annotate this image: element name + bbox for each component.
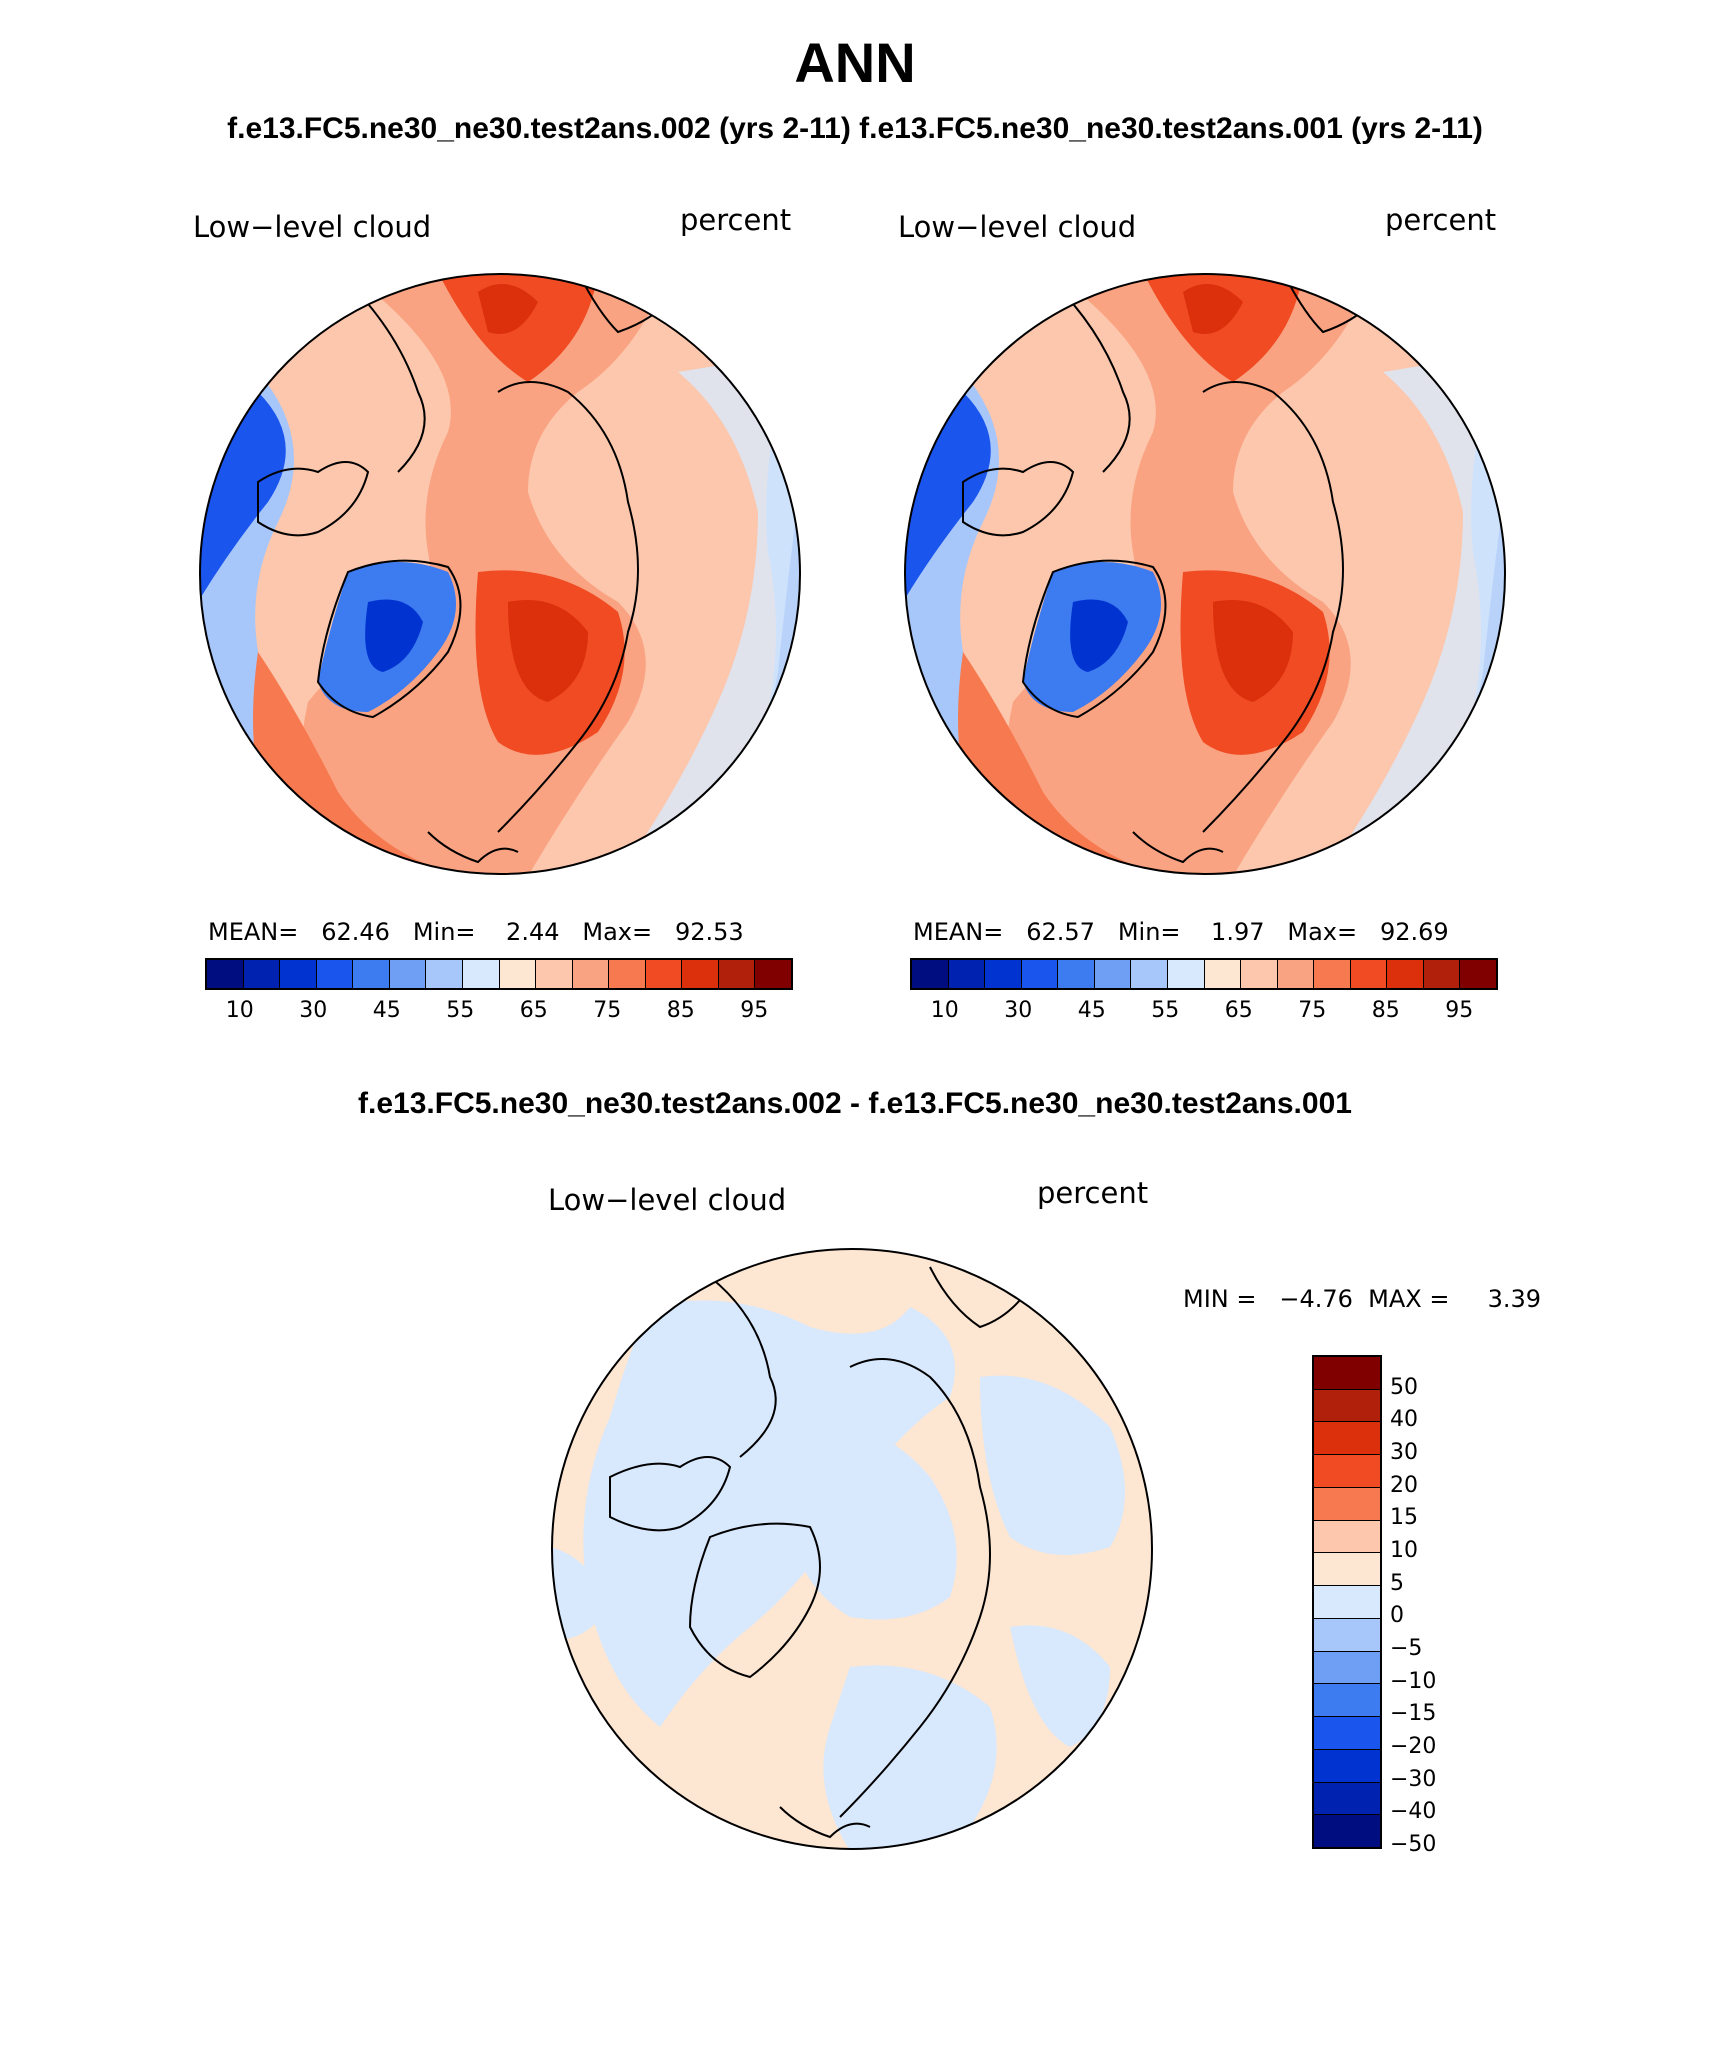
difference-colorbar-tick-label: 5 (1390, 1570, 1404, 1596)
panel1-colorbar-swatch (462, 960, 500, 988)
panel1-polar-map (199, 273, 801, 875)
panel2-colorbar-tick-label: 55 (1151, 998, 1180, 1023)
panel2-units-label: percent (1385, 203, 1497, 237)
difference-colorbar-tick-label: −20 (1390, 1734, 1437, 1759)
difference-colorbar-swatch (1314, 1586, 1380, 1619)
panel1-colorbar-swatch (280, 960, 317, 988)
difference-colorbar-swatch (1314, 1651, 1380, 1685)
difference-colorbar-swatch (1314, 1357, 1380, 1390)
panel1-colorbar-swatch (389, 960, 427, 988)
panel2-colorbar-swatch (1314, 960, 1351, 988)
difference-colorbar-swatch (1314, 1815, 1380, 1848)
panel2-colorbar-swatch (1460, 960, 1496, 988)
panel2-colorbar-swatch (1021, 960, 1059, 988)
panel2-colorbar-tick-label: 95 (1445, 998, 1474, 1023)
panel2-colorbar-tick-label: 65 (1224, 998, 1253, 1023)
panel2-colorbar-swatch (1241, 960, 1278, 988)
figure-subtitle-cases: f.e13.FC5.ne30_ne30.test2ans.002 (yrs 2-… (227, 112, 1483, 145)
panel1-colorbar-swatch (316, 960, 354, 988)
difference-colorbar-swatch (1314, 1520, 1380, 1554)
panel1-variable-label: Low−level cloud (193, 210, 432, 244)
panel2-colorbar-swatch (1387, 960, 1424, 988)
difference-colorbar-swatch (1314, 1749, 1380, 1783)
difference-colorbar-tick-label: 10 (1390, 1538, 1418, 1563)
panel1-colorbar-swatch (536, 960, 573, 988)
panel2-colorbar-swatch (1277, 960, 1315, 988)
difference-colorbar-swatch (1314, 1684, 1380, 1718)
panel1-units-label: percent (680, 203, 792, 237)
panel1-colorbar-tick-label: 75 (593, 998, 622, 1023)
difference-colorbar-swatch (1314, 1782, 1380, 1816)
panel1-colorbar-swatch (353, 960, 390, 988)
difference-colorbar (1312, 1355, 1382, 1849)
panel2-colorbar (910, 958, 1498, 990)
difference-colorbar-tick-label: 15 (1390, 1505, 1418, 1531)
panel1-colorbar-tick-label: 10 (225, 998, 254, 1023)
panel1-colorbar (205, 958, 793, 990)
difference-colorbar-swatch (1314, 1618, 1380, 1652)
difference-colorbar-ticks: 50 40 30 20 15 10 5 0 −5 −10 −15 −20 −30 −40 −50 (1390, 1355, 1480, 1857)
panel2-polar-map (904, 273, 1506, 875)
difference-colorbar-swatch (1314, 1717, 1380, 1750)
panel2-colorbar-swatch (1131, 960, 1168, 988)
panel2-colorbar-swatch (948, 960, 986, 988)
difference-colorbar-tick-label: −10 (1390, 1668, 1437, 1694)
panel1-colorbar-swatch (755, 960, 791, 988)
panel1-colorbar-tick-label: 95 (740, 998, 769, 1023)
difference-colorbar-swatch (1314, 1553, 1380, 1587)
panel1-colorbar-ticks: 10 30 45 55 65 75 85 95 (205, 998, 793, 1028)
panel1-colorbar-tick-label: 85 (666, 998, 695, 1023)
panel1-colorbar-swatch (207, 960, 244, 988)
panel2-colorbar-swatch (1094, 960, 1132, 988)
panel1-colorbar-swatch (609, 960, 646, 988)
panel1-colorbar-swatch (426, 960, 463, 988)
panel1-colorbar-swatch (499, 960, 537, 988)
panel3-variable-label: Low−level cloud (548, 1183, 787, 1217)
panel2-colorbar-swatch (1204, 960, 1242, 988)
panel2-colorbar-swatch (985, 960, 1022, 988)
panel2-colorbar-tick-label: 10 (930, 998, 959, 1023)
panel2-colorbar-swatch (912, 960, 949, 988)
difference-colorbar-tick-label: 50 (1390, 1374, 1418, 1400)
difference-colorbar-swatch (1314, 1487, 1380, 1521)
difference-colorbar-swatch (1314, 1422, 1380, 1456)
panel2-colorbar-tick-label: 45 (1077, 998, 1106, 1023)
panel2-colorbar-tick-label: 75 (1298, 998, 1327, 1023)
panel1-colorbar-swatch (243, 960, 281, 988)
panel3-stats: MIN = −4.76 MAX = 3.39 (1183, 1285, 1542, 1313)
difference-colorbar-tick-label: 0 (1390, 1603, 1404, 1629)
panel2-colorbar-tick-label: 85 (1371, 998, 1400, 1023)
panel2-stats: MEAN= 62.57 Min= 1.97 Max= 92.69 (913, 918, 1449, 946)
panel1-colorbar-tick-label: 30 (299, 998, 328, 1023)
panel3-polar-map (551, 1248, 1153, 1850)
panel1-colorbar-swatch (718, 960, 756, 988)
difference-colorbar-tick-label: −5 (1390, 1636, 1423, 1661)
panel3-units-label: percent (1037, 1176, 1149, 1210)
panel2-variable-label: Low−level cloud (898, 210, 1137, 244)
panel2-colorbar-swatch (1423, 960, 1461, 988)
panel2-colorbar-swatch (1350, 960, 1388, 988)
panel1-colorbar-swatch (645, 960, 683, 988)
difference-colorbar-swatch (1314, 1389, 1380, 1423)
difference-subtitle: f.e13.FC5.ne30_ne30.test2ans.002 - f.e13… (358, 1087, 1352, 1120)
panel1-colorbar-tick-label: 45 (372, 998, 401, 1023)
figure-title: ANN (794, 31, 916, 94)
panel1-colorbar-tick-label: 65 (519, 998, 548, 1023)
panel1-stats: MEAN= 62.46 Min= 2.44 Max= 92.53 (208, 918, 744, 946)
panel1-colorbar-tick-label: 55 (446, 998, 475, 1023)
panel2-colorbar-swatch (1167, 960, 1205, 988)
difference-colorbar-tick-label: 40 (1390, 1407, 1418, 1433)
panel2-colorbar-swatch (1058, 960, 1095, 988)
difference-colorbar-tick-label: −15 (1390, 1701, 1437, 1727)
panel2-colorbar-ticks: 10 30 45 55 65 75 85 95 (910, 998, 1498, 1028)
difference-colorbar-tick-label: −30 (1390, 1766, 1437, 1792)
difference-colorbar-tick-label: 20 (1390, 1472, 1418, 1498)
difference-colorbar-tick-label: −50 (1390, 1832, 1437, 1857)
panel1-colorbar-swatch (572, 960, 610, 988)
difference-colorbar-tick-label: −40 (1390, 1799, 1437, 1825)
panel1-colorbar-swatch (682, 960, 719, 988)
panel2-colorbar-tick-label: 30 (1004, 998, 1033, 1023)
difference-colorbar-swatch (1314, 1455, 1380, 1488)
difference-colorbar-tick-label: 30 (1390, 1440, 1418, 1465)
